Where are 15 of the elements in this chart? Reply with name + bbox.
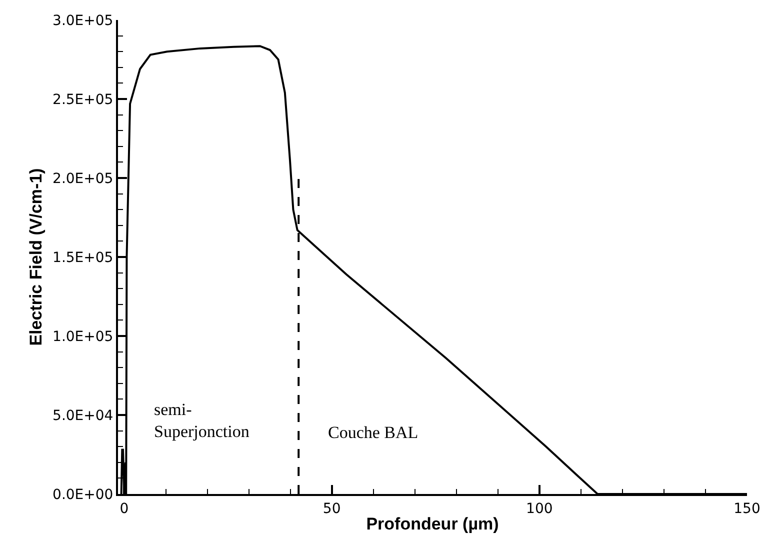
x-tick-label: 50 bbox=[322, 500, 341, 517]
annotation: Couche BAL bbox=[328, 423, 418, 442]
y-tick-label: 0.0E+00 bbox=[52, 486, 114, 503]
y-tick-label: 2.0E+05 bbox=[52, 170, 114, 187]
x-tick-label: 0 bbox=[120, 500, 129, 517]
y-axis-title: Electric Field (V/cm-1) bbox=[26, 168, 46, 346]
x-axis-title: Profondeur (µm) bbox=[366, 514, 499, 534]
x-tick-label: 150 bbox=[734, 500, 760, 517]
y-tick-label: 3.0E+05 bbox=[52, 12, 114, 29]
y-tick-label: 5.0E+04 bbox=[52, 408, 114, 424]
x-tick-label: 100 bbox=[526, 500, 553, 517]
y-tick-label: 1.0E+05 bbox=[52, 328, 114, 345]
annotation: semi- Superjonction bbox=[154, 400, 250, 442]
y-tick-label: 2.5E+05 bbox=[52, 92, 114, 108]
y-tick-label: 1.5E+05 bbox=[52, 250, 114, 266]
